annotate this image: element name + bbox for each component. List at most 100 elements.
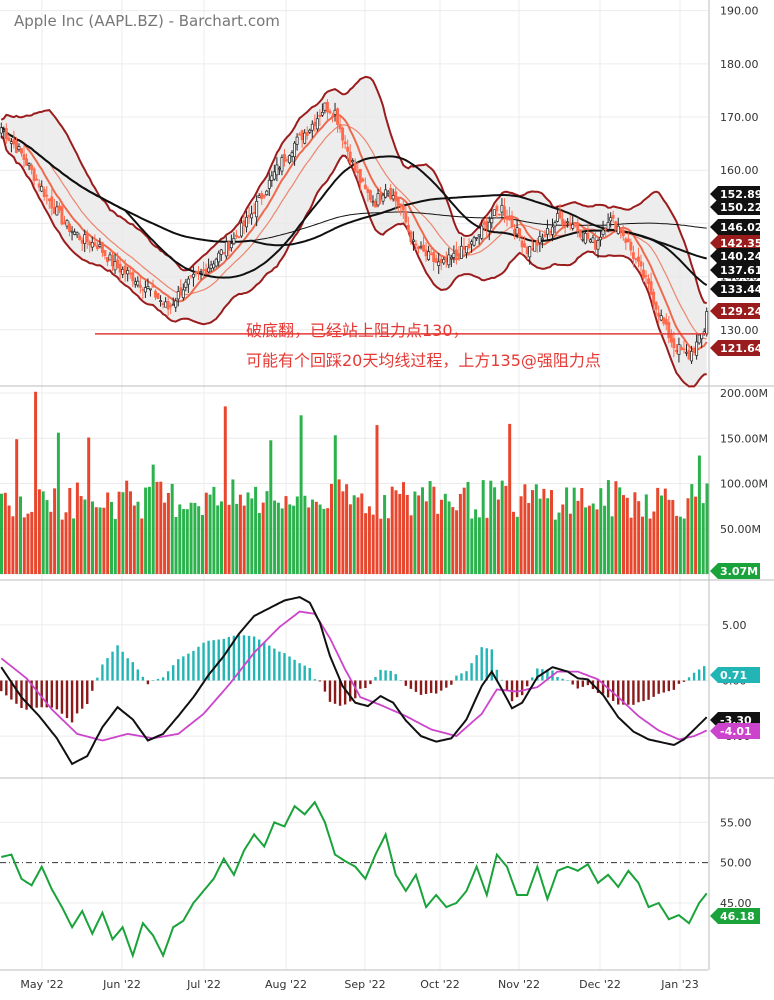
volume-bar [405, 494, 409, 574]
candle-body [535, 240, 539, 246]
macd-histogram-bar [237, 634, 241, 681]
macd-histogram-bar [232, 635, 236, 681]
macd-histogram-bar [273, 648, 276, 681]
volume-bar [565, 487, 569, 574]
volume-bar [37, 489, 41, 574]
macd-histogram-bar [257, 639, 261, 681]
candle-body [500, 205, 504, 213]
candle-body [141, 289, 145, 291]
candle-body [561, 218, 565, 226]
moving-average-200 [1, 127, 707, 243]
candle-body [113, 261, 117, 271]
candle-body [250, 213, 254, 219]
candle-body [257, 195, 261, 198]
macd-histogram-bar [45, 680, 48, 708]
volume-bar [614, 481, 618, 574]
macd-histogram-bar [677, 680, 681, 684]
macd-histogram-bar [5, 680, 8, 696]
candle-body [594, 240, 597, 250]
price-tag-shape [710, 199, 760, 215]
candle-body [224, 241, 228, 257]
price-tag-shape [710, 262, 760, 278]
macd-histogram-bar [475, 655, 478, 681]
volume-bar [455, 510, 459, 574]
candle-body [477, 234, 481, 237]
candle-body [685, 351, 688, 354]
macd-histogram-bar [460, 673, 463, 681]
candle-body [449, 256, 453, 260]
price-tag-text: 150.22 [720, 201, 762, 214]
macd-histogram-bar [520, 680, 524, 696]
candle-body [379, 192, 383, 200]
volume-bar [163, 502, 167, 574]
macd-histogram-bar [55, 680, 59, 710]
candle-body [482, 221, 486, 225]
volume-bar [386, 518, 390, 574]
volume-bar [557, 512, 561, 574]
candle-body [697, 334, 701, 344]
candle-body [331, 115, 334, 118]
macd-histogram-bar [303, 665, 306, 681]
macd-histogram-bar [10, 680, 13, 700]
volume-bar [371, 514, 375, 574]
candle-body [118, 263, 122, 273]
candle-body [492, 209, 496, 217]
volume-bar [166, 492, 170, 574]
candle-body [315, 118, 319, 130]
volume-bar [307, 507, 311, 574]
volume-bar [690, 484, 694, 574]
rsi-tag-shape [710, 908, 760, 924]
bollinger-bands [0, 75, 707, 388]
candle-body [242, 220, 246, 227]
macd-histogram-bar [293, 659, 296, 681]
macd-histogram-bar [131, 662, 134, 681]
volume-bar [417, 495, 421, 574]
macd-histogram-bar [298, 663, 301, 681]
candles [0, 99, 709, 365]
candle-body [227, 241, 231, 251]
volume-bar [41, 491, 45, 574]
candle-body [171, 303, 175, 306]
candle-body [212, 263, 216, 269]
volume-bar [11, 516, 15, 574]
price-tag-text: 140.24 [720, 250, 763, 263]
candle-body [394, 191, 398, 202]
candle-body [78, 235, 82, 241]
candle-body [100, 242, 104, 253]
macd-histogram-bar [672, 680, 676, 690]
candle-body [566, 221, 570, 224]
macd-histogram-bar [384, 670, 387, 681]
macd-histogram-bar [227, 636, 231, 681]
macd-histogram-bar [657, 680, 660, 694]
volume-bar [458, 493, 462, 574]
candle-body [240, 222, 243, 237]
rsi-axis-label: 45.00 [720, 897, 752, 910]
candle-body [485, 220, 489, 230]
candle-body [207, 267, 211, 273]
macd-histogram-bar [80, 680, 84, 709]
candle-body [411, 239, 415, 242]
macd-histogram-bar [531, 677, 534, 681]
candle-body [558, 210, 562, 219]
volume-bar [49, 511, 53, 574]
price-tag-text: 129.24 [720, 305, 763, 318]
candle-body [262, 194, 266, 198]
volume-bar [337, 479, 341, 574]
volume-bar [170, 483, 174, 574]
volume-bar [606, 480, 610, 574]
volume-bar [663, 488, 667, 574]
volume-bar [534, 484, 538, 574]
volume-bar [276, 502, 280, 574]
volume-bar [477, 517, 481, 574]
candle-body [95, 245, 99, 250]
volume-bar [292, 505, 296, 574]
candle-body [543, 234, 547, 238]
candle-body [669, 334, 673, 343]
macd-histogram-bar [222, 638, 225, 681]
candle-body [40, 185, 44, 192]
volume-bar [269, 440, 273, 574]
candle-body [652, 291, 656, 305]
macd-histogram-bar [450, 680, 453, 685]
rsi-axis-label: 55.00 [720, 816, 752, 829]
